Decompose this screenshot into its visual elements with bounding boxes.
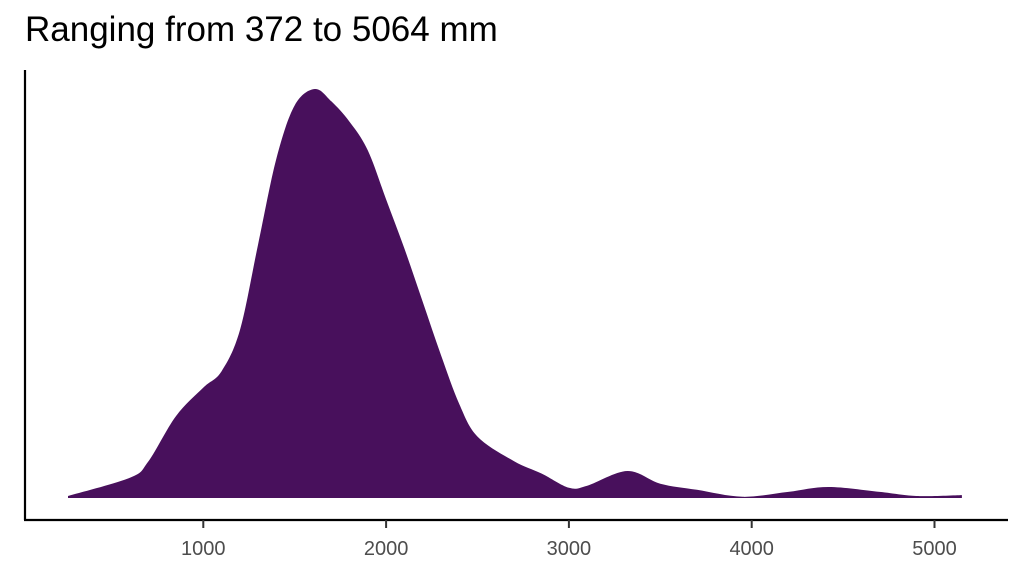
x-tick-label: 5000 <box>912 538 957 560</box>
x-tick-label: 1000 <box>181 538 226 560</box>
x-tick-label: 3000 <box>547 538 592 560</box>
x-tick-label: 4000 <box>729 538 774 560</box>
chart-title: Ranging from 372 to 5064 mm <box>25 10 498 49</box>
x-tick-label: 2000 <box>364 538 409 560</box>
density-area <box>68 88 962 499</box>
x-axis-ticks: 1000 2000 3000 4000 5000 <box>181 520 957 560</box>
